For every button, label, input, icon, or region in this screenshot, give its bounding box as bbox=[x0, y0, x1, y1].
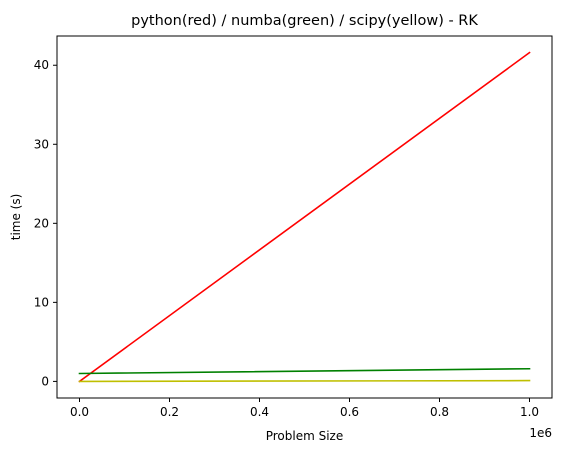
x-axis-offset-label: 1e6 bbox=[529, 426, 552, 440]
plot-area-frame bbox=[56, 35, 553, 399]
x-tick-label: 0.0 bbox=[70, 405, 89, 419]
y-tick-label: 0 bbox=[41, 374, 49, 388]
x-tick-label: 0.8 bbox=[430, 405, 449, 419]
series-line-2 bbox=[78, 367, 531, 375]
series-layer bbox=[78, 51, 531, 383]
x-tick-label: 0.6 bbox=[340, 405, 359, 419]
y-tick-label: 20 bbox=[34, 216, 49, 230]
chart-title: python(red) / numba(green) / scipy(yello… bbox=[131, 13, 478, 29]
y-tick-label: 40 bbox=[34, 58, 49, 72]
y-tick-label: 10 bbox=[34, 295, 49, 309]
ticks-layer: 0.0 0.2 0.4 0.6 0.8 1.0 0 10 20 30 40 bbox=[34, 58, 539, 419]
y-axis-label: time (s) bbox=[9, 194, 23, 241]
x-tick-label: 0.4 bbox=[250, 405, 269, 419]
series-line-3 bbox=[78, 379, 531, 383]
y-tick-label: 30 bbox=[34, 137, 49, 151]
x-tick-label: 0.2 bbox=[160, 405, 179, 419]
x-axis-label: Problem Size bbox=[266, 429, 344, 443]
series-line-1 bbox=[78, 51, 531, 383]
x-tick-label: 1.0 bbox=[520, 405, 539, 419]
